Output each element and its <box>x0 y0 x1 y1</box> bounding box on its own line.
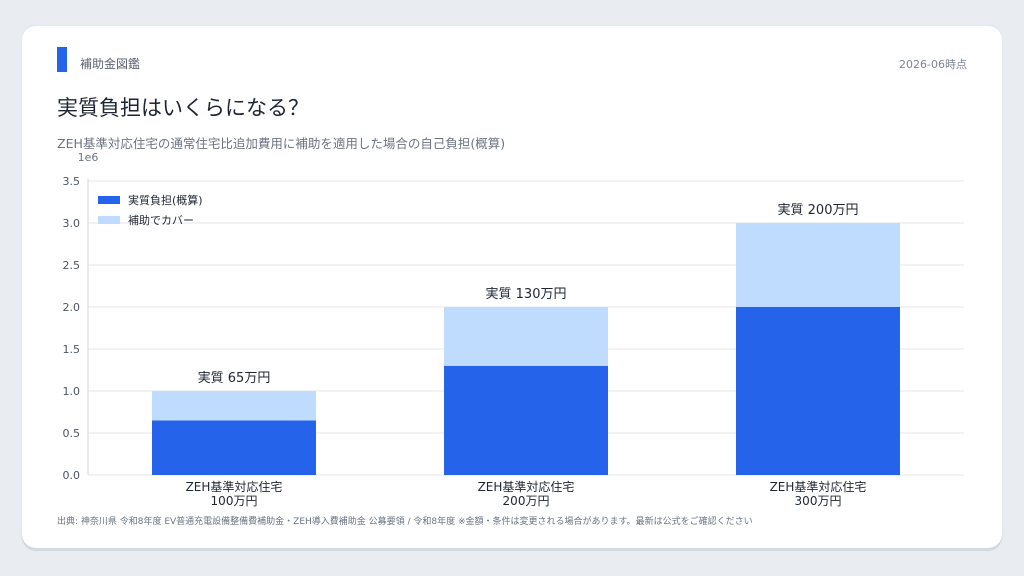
date-stamp: 2026-06時点 <box>899 58 967 71</box>
bar-net-burden <box>736 307 900 475</box>
y-tick-label: 2.5 <box>63 259 81 272</box>
bar-value-label: 実質 65万円 <box>198 370 271 386</box>
source-note: 出典: 神奈川県 令和8年度 EV普通充電設備整備費補助金・ZEH導入費補助金 … <box>57 517 753 527</box>
y-tick-label: 3.5 <box>63 175 81 188</box>
chart-card: 補助金図鑑 2026-06時点 実質負担はいくらになる？ ZEH基準対応住宅の通… <box>22 26 1002 548</box>
x-tick-label: 100万円 <box>211 494 258 508</box>
y-tick-label: 0.0 <box>63 469 81 482</box>
legend-label: 補助でカバー <box>128 213 194 227</box>
bar-value-label: 実質 200万円 <box>778 202 859 218</box>
page-title: 実質負担はいくらになる？ <box>57 96 309 120</box>
category-label: 補助金図鑑 <box>80 57 141 71</box>
bar-net-burden <box>444 365 608 475</box>
bar-subsidy-cover <box>152 391 316 421</box>
bar-subsidy-cover <box>444 307 608 366</box>
y-tick-label: 1.5 <box>63 343 81 356</box>
bar-net-burden <box>152 420 316 475</box>
y-multiplier-label: 1e6 <box>78 151 99 164</box>
stacked-bar-chart: 0.0 0.5 1.0 1.5 2.0 2.5 3.0 3.5 1e6 実質 65万円 ZEH基準対… <box>63 151 964 508</box>
page-subtitle: ZEH基準対応住宅の通常住宅比追加費用に補助を適用した場合の自己負担(概算) <box>57 136 506 151</box>
legend-swatch <box>98 216 120 224</box>
y-tick-label: 2.0 <box>63 301 81 314</box>
y-tick-label: 0.5 <box>63 427 81 440</box>
bar-value-label: 実質 130万円 <box>486 286 567 302</box>
legend-swatch <box>98 196 120 204</box>
x-tick-label: ZEH基準対応住宅 <box>186 479 283 494</box>
bar-subsidy-cover <box>736 223 900 307</box>
y-tick-label: 1.0 <box>63 385 81 398</box>
x-tick-label: ZEH基準対応住宅 <box>478 479 575 494</box>
legend-label: 実質負担(概算) <box>128 193 203 207</box>
y-tick-label: 3.0 <box>63 217 81 230</box>
x-tick-label: 200万円 <box>503 494 550 508</box>
accent-bar <box>57 47 67 72</box>
x-tick-label: 300万円 <box>795 494 842 508</box>
x-tick-label: ZEH基準対応住宅 <box>770 479 867 494</box>
